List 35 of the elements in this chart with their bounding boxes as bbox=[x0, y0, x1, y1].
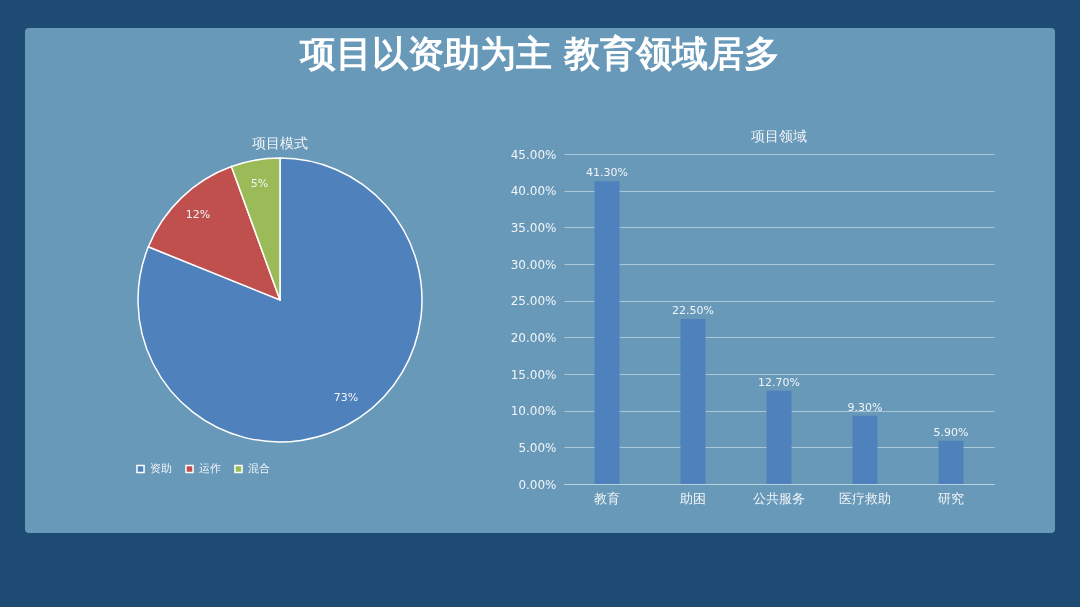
bar bbox=[766, 390, 792, 484]
y-tick-label: 10.00% bbox=[510, 404, 557, 419]
y-tick-label: 40.00% bbox=[510, 184, 557, 199]
bar bbox=[680, 319, 706, 484]
y-tick-label: 5.00% bbox=[518, 440, 557, 455]
pie-slice bbox=[137, 157, 423, 443]
y-tick-label: 15.00% bbox=[510, 367, 557, 382]
y-tick-label: 0.00% bbox=[518, 477, 557, 492]
y-tick-label: 20.00% bbox=[510, 330, 557, 345]
data-label: 22.50% bbox=[672, 304, 714, 317]
data-label: 12.70% bbox=[758, 375, 800, 389]
y-tick-label: 35.00% bbox=[510, 220, 557, 235]
data-label: 5.90% bbox=[933, 425, 969, 439]
x-tick-label: 研究 bbox=[938, 490, 964, 506]
bar bbox=[852, 415, 878, 484]
x-tick-label: 医疗救助 bbox=[839, 490, 891, 506]
x-tick-label: 助困 bbox=[680, 490, 706, 506]
data-label: 41.30% bbox=[586, 166, 628, 180]
bar bbox=[938, 440, 964, 484]
x-tick-label: 教育 bbox=[594, 490, 620, 506]
bar bbox=[594, 181, 620, 484]
text: 项目以资助为主 教育领域居多 bbox=[298, 32, 782, 76]
data-label: 9.30% bbox=[847, 400, 883, 414]
chart-title: 项目模式 bbox=[252, 135, 308, 151]
legend-label: 资助 bbox=[150, 461, 172, 475]
y-tick-label: 30.00% bbox=[510, 257, 557, 272]
y-tick-label: 25.00% bbox=[510, 294, 557, 309]
x-tick-label: 公共服务 bbox=[753, 490, 805, 506]
legend-label: 混合 bbox=[248, 461, 270, 475]
chart-title: 项目领域 bbox=[751, 128, 807, 144]
data-label: 73% bbox=[333, 390, 359, 404]
data-label: 5% bbox=[250, 176, 269, 190]
y-tick-label: 45.00% bbox=[510, 147, 557, 162]
legend-label: 运作 bbox=[199, 461, 221, 475]
data-label: 12% bbox=[185, 208, 211, 222]
